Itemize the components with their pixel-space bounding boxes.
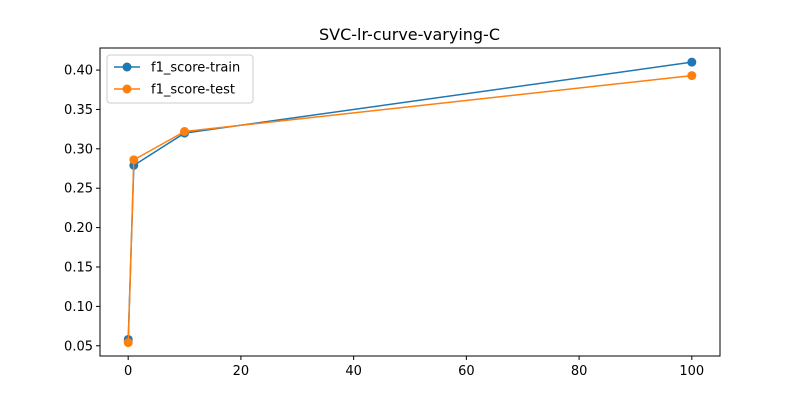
x-axis: 0 20 40 60 80 100 [124, 356, 704, 379]
data-point-f1_score-test [123, 338, 133, 348]
x-tick-label: 100 [679, 364, 704, 379]
x-tick-label: 0 [124, 364, 132, 379]
y-tick-label: 0.40 [64, 64, 93, 79]
y-tick-label: 0.30 [64, 142, 93, 157]
legend-marker-f1_score-train [122, 62, 132, 72]
data-point-f1_score-test [687, 71, 697, 81]
series-line-f1_score-train [127, 61, 692, 340]
data-point-f1_score-test [180, 126, 190, 136]
legend-label: f1_score-test [151, 83, 235, 98]
x-tick-label: 40 [345, 364, 362, 379]
y-axis: 0.05 0.10 0.15 0.20 0.25 0.30 0.35 0.40 [64, 64, 100, 354]
data-point-f1_score-test [129, 155, 139, 165]
legend-label: f1_score-train [151, 61, 240, 76]
chart-title: SVC-lr-curve-varying-C [319, 25, 500, 44]
x-tick-label: 60 [458, 364, 475, 379]
y-tick-label: 0.10 [64, 300, 93, 315]
series-line-f1_score-test [127, 74, 692, 343]
y-tick-label: 0.15 [64, 260, 93, 275]
legend-marker-f1_score-test [122, 84, 132, 94]
x-tick-label: 20 [233, 364, 250, 379]
x-tick-label: 80 [571, 364, 588, 379]
y-tick-label: 0.35 [64, 103, 93, 118]
axes-frame [99, 47, 721, 357]
legend-box [106, 54, 254, 104]
data-point-f1_score-train [687, 57, 697, 67]
y-tick-label: 0.25 [64, 182, 93, 197]
plot-area [123, 57, 697, 348]
legend: f1_score-train f1_score-test [106, 54, 254, 104]
y-tick-label: 0.05 [64, 339, 93, 354]
y-tick-label: 0.20 [64, 221, 93, 236]
